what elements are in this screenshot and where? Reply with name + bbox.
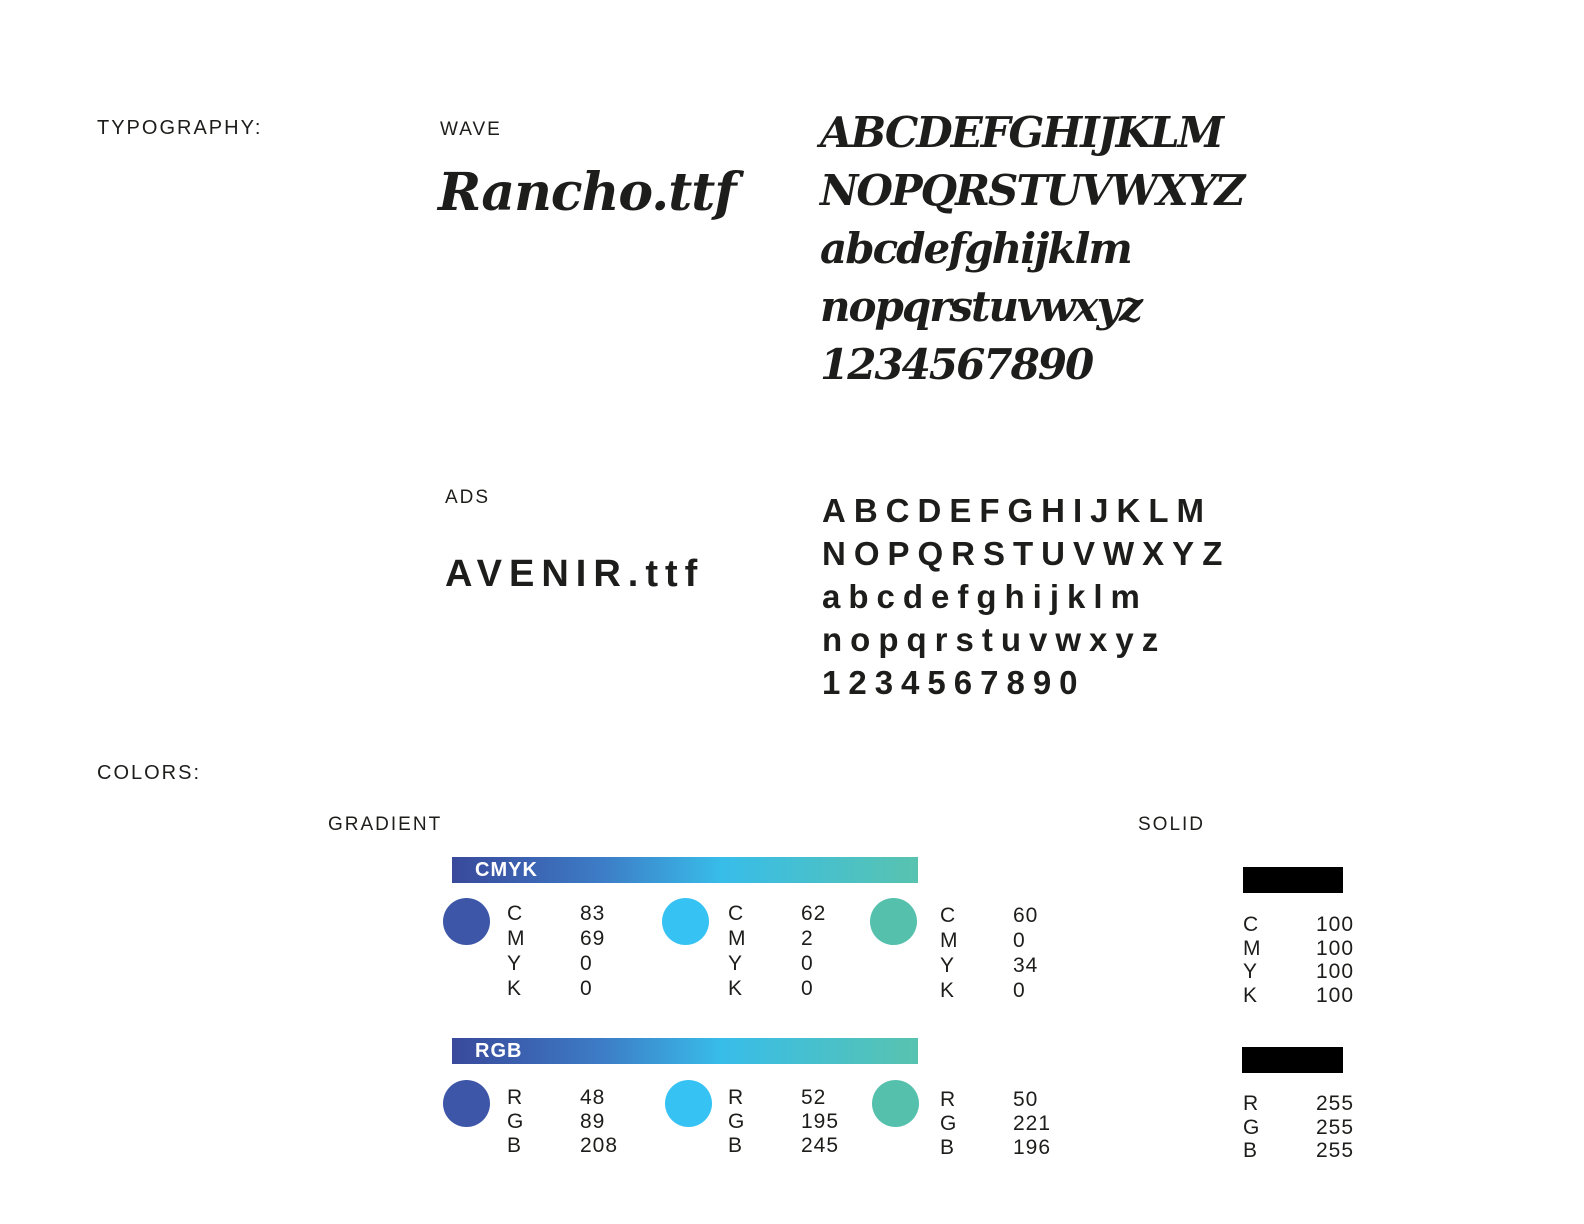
wave-font-file-name: Rancho.ttf: [438, 162, 737, 223]
rgb-value: 50: [1013, 1088, 1039, 1111]
rgb-letter: B: [1243, 1139, 1259, 1162]
specimen-line-uppercase-2: NOPQRSTUVWXYZ: [822, 535, 1231, 572]
rgb-value: 245: [801, 1134, 840, 1157]
specimen-line-uppercase-1: ABCDEFGHIJKLM: [822, 492, 1212, 529]
cmyk-values-cyan: C 62 M 2 Y 0 K 0: [728, 901, 826, 1001]
cmyk-value: 60: [1013, 904, 1039, 927]
cmyk-letter: Y: [1243, 960, 1259, 983]
typography-heading: TYPOGRAPHY:: [97, 117, 263, 139]
cmyk-value: 0: [801, 952, 814, 975]
rgb-letter: R: [1243, 1092, 1260, 1115]
rgb-value: 48: [580, 1086, 606, 1109]
rgb-value: 196: [1013, 1136, 1052, 1159]
cmyk-value: 62: [801, 902, 827, 925]
cmyk-value: 0: [1013, 979, 1026, 1002]
rgb-letter: R: [507, 1086, 524, 1109]
rgb-swatch-circle-blue: [443, 1080, 490, 1127]
rgb-value: 208: [580, 1134, 619, 1157]
rgb-letter: R: [728, 1086, 745, 1109]
rgb-letter: B: [728, 1134, 744, 1157]
cmyk-value: 0: [580, 952, 593, 975]
cmyk-letter: Y: [728, 952, 744, 975]
cmyk-values-blue: C 83 M 69 Y 0 K 0: [507, 901, 605, 1001]
wave-font-specimen: ABCDEFGHIJKLM NOPQRSTUVWXYZ abcdefghijkl…: [820, 104, 1245, 394]
wave-usage-label: WAVE: [440, 119, 502, 140]
cmyk-value: 0: [801, 977, 814, 1000]
cmyk-value: 100: [1316, 936, 1355, 960]
specimen-line-lowercase-2: nopqrstuvwxyz: [820, 282, 1143, 331]
rgb-value: 89: [580, 1110, 606, 1133]
cmyk-letter: K: [1243, 983, 1259, 1007]
cmyk-bar-label: CMYK: [475, 859, 538, 881]
rgb-value: 52: [801, 1086, 827, 1109]
cmyk-value: 2: [801, 927, 814, 950]
cmyk-value: 83: [580, 902, 606, 925]
cmyk-letter: C: [1243, 913, 1260, 936]
cmyk-value: 0: [1013, 929, 1026, 952]
cmyk-letter: M: [940, 929, 959, 952]
cmyk-swatch-circle-teal: [870, 898, 917, 945]
rgb-value: 255: [1316, 1115, 1355, 1139]
colors-heading: COLORS:: [97, 762, 202, 784]
cmyk-letter: C: [507, 902, 524, 925]
cmyk-value: 34: [1013, 954, 1039, 977]
rgb-value: 221: [1013, 1112, 1052, 1135]
solid-cmyk-swatch: [1243, 867, 1343, 893]
solid-cmyk-values: C 100 M 100 Y 100 K 100: [1243, 913, 1354, 1007]
rgb-value: 255: [1316, 1139, 1355, 1162]
cmyk-letter: C: [728, 902, 745, 925]
cmyk-letter: M: [1243, 936, 1262, 960]
solid-section-label: SOLID: [1138, 814, 1206, 835]
rgb-value: 195: [801, 1110, 840, 1133]
rgb-letter: G: [507, 1110, 525, 1133]
cmyk-value: 100: [1316, 913, 1355, 936]
specimen-line-digits: 1234567890: [822, 664, 1086, 701]
cmyk-letter: Y: [940, 954, 956, 977]
cmyk-letter: K: [507, 977, 523, 1000]
rgb-swatch-circle-cyan: [665, 1080, 712, 1127]
cmyk-value: 100: [1316, 960, 1355, 983]
ads-font-specimen: ABCDEFGHIJKLM NOPQRSTUVWXYZ abcdefghijkl…: [822, 489, 1230, 704]
cmyk-swatch-circle-cyan: [662, 898, 709, 945]
specimen-line-lowercase-1: abcdefghijklm: [822, 578, 1148, 615]
rgb-swatch-circle-teal: [872, 1080, 919, 1127]
rgb-value: 255: [1316, 1092, 1355, 1115]
cmyk-letter: M: [728, 927, 747, 950]
rgb-letter: B: [940, 1136, 956, 1159]
cmyk-letter: K: [728, 977, 744, 1000]
rgb-letter: R: [940, 1088, 957, 1111]
ads-usage-label: ADS: [445, 487, 491, 508]
solid-rgb-swatch: [1242, 1047, 1343, 1073]
rgb-bar-label: RGB: [475, 1040, 523, 1062]
gradient-section-label: GRADIENT: [328, 814, 443, 835]
specimen-line-uppercase-1: ABCDEFGHIJKLM: [820, 108, 1224, 157]
rgb-letter: G: [728, 1110, 746, 1133]
solid-rgb-values: R 255 G 255 B 255: [1243, 1092, 1354, 1163]
rgb-values-cyan: R 52 G 195 B 245: [728, 1086, 839, 1158]
rgb-gradient-bar: RGB: [452, 1038, 918, 1064]
specimen-line-digits: 1234567890: [820, 340, 1094, 389]
rgb-letter: B: [507, 1134, 523, 1157]
rgb-letter: G: [940, 1112, 958, 1135]
cmyk-swatch-circle-blue: [443, 898, 490, 945]
cmyk-value: 0: [580, 977, 593, 1000]
rgb-letter: G: [1243, 1115, 1261, 1139]
cmyk-value: 100: [1316, 983, 1355, 1007]
ads-font-file-name: AVENIR.ttf: [445, 553, 705, 595]
cmyk-values-teal: C 60 M 0 Y 34 K 0: [940, 903, 1038, 1003]
cmyk-letter: C: [940, 904, 957, 927]
rgb-values-teal: R 50 G 221 B 196: [940, 1088, 1051, 1160]
cmyk-value: 69: [580, 927, 606, 950]
specimen-line-lowercase-1: abcdefghijklm: [820, 224, 1133, 273]
cmyk-letter: Y: [507, 952, 523, 975]
specimen-line-uppercase-2: NOPQRSTUVWXYZ: [820, 166, 1245, 215]
cmyk-letter: M: [507, 927, 526, 950]
cmyk-letter: K: [940, 979, 956, 1002]
cmyk-gradient-bar: CMYK: [452, 857, 918, 883]
specimen-line-lowercase-2: nopqrstuvwxyz: [822, 621, 1167, 658]
rgb-values-blue: R 48 G 89 B 208: [507, 1086, 618, 1158]
